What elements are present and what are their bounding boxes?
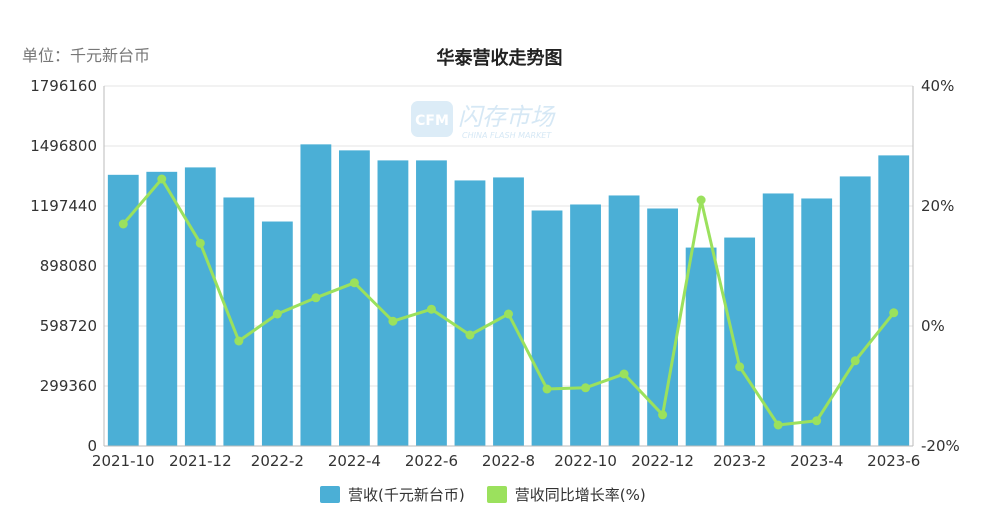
watermark-name: 闪存市场 [458,103,556,131]
x-tick-label: 2022-2 [251,452,304,470]
bar-2023-1 [685,247,717,446]
growth-point-2023-2 [735,362,745,372]
bar-2022-7 [454,180,486,446]
x-tick-label: 2021-10 [92,452,155,470]
bar-2021-12 [184,167,216,446]
growth-point-2022-6 [426,304,436,314]
growth-point-2021-12 [195,238,205,248]
unit-label: 单位：千元新台币 [22,46,151,65]
growth-point-2022-3 [311,293,321,303]
watermark-logo-text: CFM [415,113,449,129]
growth-point-2022-1 [234,336,244,346]
y-right-tick-label: 40% [921,77,954,95]
bar-2021-10 [107,174,139,447]
bar-2023-6 [878,155,910,446]
y-right-tick-label: 0% [921,317,945,335]
bar-2023-5 [839,176,871,446]
bar-2022-11 [608,195,640,446]
growth-point-2023-5 [850,356,860,366]
growth-point-2023-6 [889,308,899,318]
y-left-tick-label: 1796160 [30,77,97,95]
x-tick-label: 2022-4 [328,452,381,470]
legend-swatch-revenue [320,486,340,503]
x-tick-label: 2022-8 [482,452,535,470]
growth-point-2023-1 [696,195,706,205]
x-tick-label: 2022-6 [405,452,458,470]
y-left-tick-label: 299360 [40,377,97,395]
bar-2022-4 [338,150,370,446]
chart-title: 华泰营收走势图 [436,48,563,69]
x-tick-label: 2022-10 [554,452,617,470]
growth-point-2022-9 [542,384,552,394]
x-tick-label: 2023-4 [790,452,843,470]
watermark-sub: CHINA FLASH MARKET [462,131,552,140]
legend-label-revenue: 营收(千元新台币) [348,486,465,504]
legend-item-revenue[interactable]: 营收(千元新台币) [320,484,465,505]
bar-2022-2 [261,221,293,446]
bar-2022-5 [377,160,409,447]
x-tick-label: 2023-2 [713,452,766,470]
growth-point-2021-11 [157,174,167,184]
growth-point-2022-5 [388,316,398,326]
bar-2022-1 [223,197,255,446]
legend: 营收(千元新台币) 营收同比增长率(%) [320,484,668,505]
y-left-tick-label: 598720 [40,317,97,335]
bar-2022-10 [570,204,601,446]
bar-2021-11 [146,171,178,447]
y-left-tick-label: 1496800 [30,137,97,155]
growth-point-2022-7 [465,330,475,340]
y-left-tick-label: 1197440 [30,197,97,215]
growth-point-2022-4 [349,278,359,288]
y-left-tick-label: 898080 [40,257,97,275]
watermark-logo-box [411,101,453,137]
legend-swatch-growth [486,486,507,503]
y-right-tick-label: -20% [921,437,960,455]
x-tick-label: 2022-12 [631,452,694,470]
growth-point-2022-11 [619,369,629,379]
legend-label-growth: 营收同比增长率(%) [514,486,646,504]
bar-2023-3 [762,193,794,446]
x-tick-label: 2021-12 [169,452,232,470]
growth-point-2023-3 [773,420,783,430]
growth-point-2022-12 [658,410,668,420]
y-right-tick-label: 20% [921,197,954,215]
bar-2022-9 [531,210,563,446]
growth-point-2023-4 [812,416,822,426]
growth-point-2022-8 [504,309,513,319]
legend-item-growth[interactable]: 营收同比增长率(%) [486,484,646,505]
bar-2023-4 [801,198,833,446]
growth-point-2022-10 [581,383,591,393]
y-left-tick-label: 0 [87,437,97,455]
growth-point-2022-2 [272,309,282,319]
bar-2023-2 [724,237,756,446]
bar-2022-6 [416,160,447,447]
x-tick-label: 2023-6 [867,452,920,470]
growth-point-2021-10 [118,219,128,229]
